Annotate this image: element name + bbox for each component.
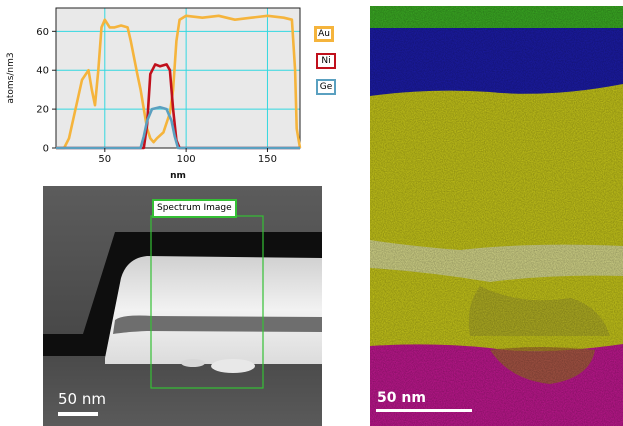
stem-reaction-blob	[211, 359, 255, 373]
stem-ni-band	[113, 315, 322, 334]
stem-scale-bar	[58, 412, 98, 416]
x-tick-label: 100	[177, 154, 196, 165]
eds-elemental-map: 50 nm	[370, 6, 623, 426]
legend-label-ge: Ge	[319, 82, 333, 92]
line-profile-svg: 50 100 150 0 20 40 60 nm atoms/nm3	[6, 7, 302, 181]
stem-image-svg	[43, 186, 322, 426]
y-tick-label: 0	[43, 144, 49, 155]
x-tick-label: 50	[98, 154, 111, 165]
stem-metal-stack	[105, 256, 322, 364]
spectrum-image-label: Spectrum Image	[152, 199, 237, 218]
eds-scale-label: 50 nm	[377, 390, 426, 406]
y-axis-label: atoms/nm3	[6, 52, 16, 103]
legend-label-ni: Ni	[321, 56, 331, 66]
legend-label-au: Au	[318, 29, 330, 39]
stem-scale-label: 50 nm	[58, 390, 106, 408]
x-axis-label: nm	[170, 171, 186, 181]
legend-item-ge: Ge	[316, 79, 336, 95]
y-tick-label: 20	[36, 105, 49, 116]
y-tick-label: 40	[36, 66, 49, 77]
eds-map-svg	[370, 6, 623, 426]
legend-item-au: Au	[314, 26, 334, 42]
eds-grain-overlay	[370, 6, 623, 426]
x-tick-label: 150	[258, 154, 277, 165]
stem-image: Spectrum Image 50 nm	[43, 186, 322, 426]
stem-reaction-blob	[181, 359, 205, 367]
eds-scale-bar	[376, 409, 472, 412]
legend-item-ni: Ni	[316, 53, 336, 69]
series-line-ge	[56, 105, 300, 150]
y-tick-label: 60	[36, 27, 49, 38]
line-profile-chart: 50 100 150 0 20 40 60 nm atoms/nm3 Au Ni Ge	[0, 0, 345, 185]
